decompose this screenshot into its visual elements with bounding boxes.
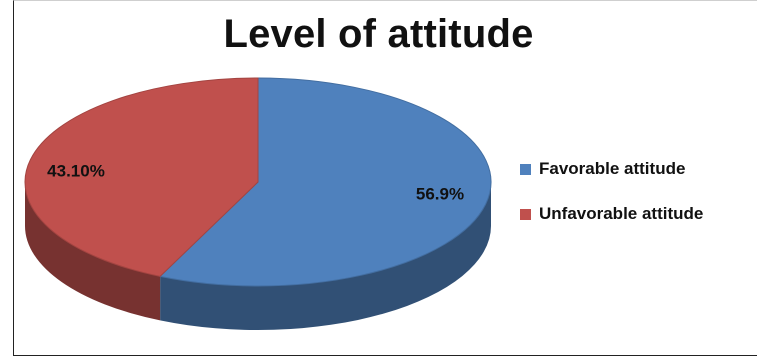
legend: Favorable attitude Unfavorable attitude — [520, 157, 703, 247]
chart-title: Level of attitude — [223, 12, 534, 56]
chart-frame — [13, 0, 757, 356]
pie-slice-side-0 — [160, 182, 491, 331]
data-label-1: 43.10% — [47, 161, 105, 180]
legend-swatch-unfavorable — [520, 208, 531, 220]
pie-slice-1 — [24, 77, 259, 277]
legend-label-unfavorable: Unfavorable attitude — [539, 204, 704, 223]
pie-slice-side-1 — [25, 182, 161, 321]
legend-item-favorable: Favorable attitude — [520, 157, 703, 181]
legend-item-unfavorable: Unfavorable attitude — [520, 202, 703, 226]
legend-swatch-favorable — [520, 163, 531, 175]
data-label-0: 56.9% — [416, 185, 464, 204]
legend-label-favorable: Favorable attitude — [539, 159, 686, 178]
pie-slice-0 — [159, 77, 492, 287]
